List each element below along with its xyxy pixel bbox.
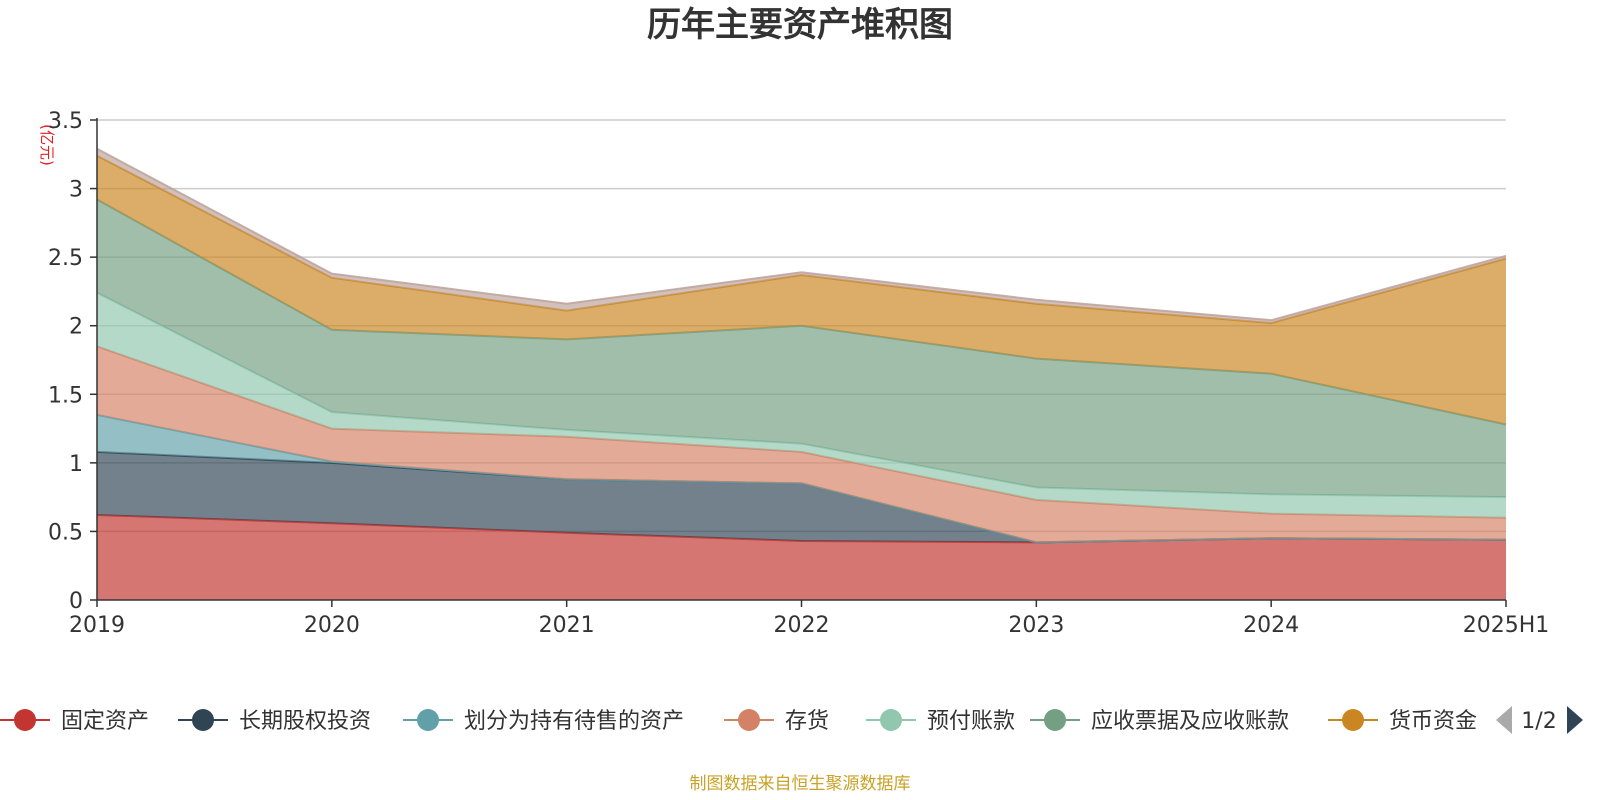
area-series xyxy=(96,147,1507,600)
y-tick-label: 2 xyxy=(69,315,83,340)
legend-item[interactable]: 划分为持有待售的资产 xyxy=(403,709,684,734)
y-tick-label: 2.5 xyxy=(48,246,83,271)
legend-item[interactable]: 固定资产 xyxy=(0,709,149,734)
y-tick-label: 3.5 xyxy=(48,109,83,134)
legend-label: 预付账款 xyxy=(927,709,1015,734)
area-series-shape xyxy=(97,155,1506,425)
legend-marker-dot xyxy=(192,709,214,731)
legend-marker-dot xyxy=(880,709,902,731)
legend-item[interactable]: 预付账款 xyxy=(866,709,1015,734)
y-tick-label: 0.5 xyxy=(48,520,83,545)
y-axis-ticks: 0 0.5 1 1.5 2 2.5 3 3.5 xyxy=(48,109,97,614)
x-tick-label: 2021 xyxy=(539,613,595,638)
area-series-shape xyxy=(97,199,1506,498)
legend: 固定资产 长期股权投资 划分为持有待售的资产 存货 预付账款 应收票据及应收账款 货币资金 xyxy=(0,709,1477,734)
y-tick-label: 1 xyxy=(69,452,83,477)
legend-marker-dot xyxy=(738,709,760,731)
x-tick-label: 2019 xyxy=(69,613,125,638)
area-series-line xyxy=(96,147,1507,322)
legend-item[interactable]: 货币资金 xyxy=(1328,709,1477,734)
legend-marker-dot xyxy=(14,709,36,731)
area-series-shape xyxy=(97,451,1506,543)
legend-label: 固定资产 xyxy=(61,709,149,734)
legend-next-icon[interactable] xyxy=(1567,706,1583,734)
legend-item[interactable]: 存货 xyxy=(724,709,829,734)
legend-marker-dot xyxy=(417,709,439,731)
legend-page-indicator: 1/2 xyxy=(1521,709,1556,734)
y-tick-label: 0 xyxy=(69,589,83,614)
x-tick-label: 2023 xyxy=(1008,613,1064,638)
chart-title: 历年主要资产堆积图 xyxy=(647,5,953,45)
y-tick-label: 3 xyxy=(69,178,83,203)
area-series-shape xyxy=(97,515,1506,600)
legend-label: 长期股权投资 xyxy=(239,709,371,734)
area-series-shape xyxy=(97,346,1506,543)
x-tick-label: 2024 xyxy=(1243,613,1299,638)
x-tick-label: 2020 xyxy=(304,613,360,638)
legend-marker-dot xyxy=(1044,709,1066,731)
legend-label: 划分为持有待售的资产 xyxy=(464,709,684,734)
x-tick-label: 2025H1 xyxy=(1463,613,1550,638)
legend-label: 应收票据及应收账款 xyxy=(1091,709,1289,734)
legend-pager: 1/2 xyxy=(1496,706,1583,734)
legend-label: 存货 xyxy=(785,709,829,734)
legend-prev-icon[interactable] xyxy=(1496,706,1512,734)
legend-marker-dot xyxy=(1342,709,1364,731)
y-axis-unit: (亿元) xyxy=(38,124,56,166)
legend-item[interactable]: 应收票据及应收账款 xyxy=(1030,709,1289,734)
x-tick-label: 2022 xyxy=(774,613,830,638)
y-tick-label: 1.5 xyxy=(48,383,83,408)
x-axis-ticks: 2019 2020 2021 2022 2023 2024 2025H1 xyxy=(69,600,1549,638)
legend-label: 货币资金 xyxy=(1389,709,1477,734)
data-source: 制图数据来自恒生聚源数据库 xyxy=(690,774,911,794)
legend-item[interactable]: 长期股权投资 xyxy=(178,709,371,734)
